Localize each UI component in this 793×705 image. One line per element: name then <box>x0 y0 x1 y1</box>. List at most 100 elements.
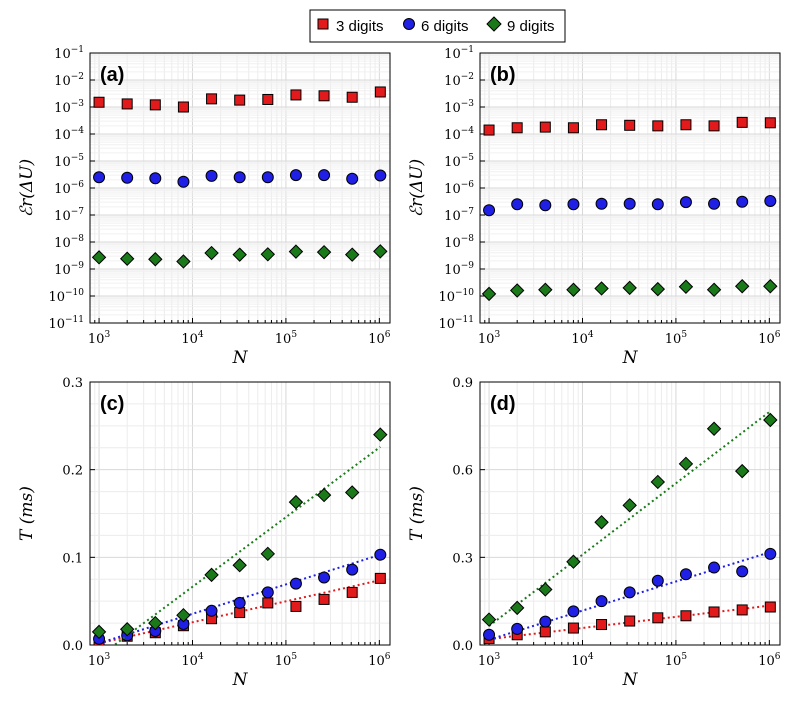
point-6-digits <box>93 171 106 184</box>
legend-marker-square-icon <box>317 18 329 30</box>
point-6-digits <box>595 595 608 608</box>
y-tick-label: 10−9 <box>54 261 84 278</box>
point-3-digits <box>177 101 189 113</box>
point-9-digits <box>91 624 107 640</box>
point-9-digits <box>650 474 666 490</box>
point-6-digits <box>289 577 302 590</box>
point-6-digits <box>205 169 218 182</box>
point-9-digits <box>260 546 276 562</box>
y-tick-label: 10−1 <box>54 45 84 62</box>
y-tick-label: 0.0 <box>62 639 83 654</box>
y-tick-label: 10−6 <box>444 180 474 197</box>
y-tick-label: 0.3 <box>62 376 83 391</box>
legend-box <box>309 9 566 43</box>
point-3-digits <box>736 116 748 128</box>
point-3-digits <box>262 93 274 105</box>
point-6-digits <box>346 563 359 576</box>
grid <box>89 53 390 324</box>
y-tick-label: 10−7 <box>444 207 474 224</box>
point-9-digits <box>316 487 332 503</box>
point-3-digits <box>596 119 608 131</box>
point-9-digits <box>594 515 609 530</box>
point-6-digits <box>567 198 580 211</box>
plot-area <box>91 86 388 269</box>
fit-line-3-digits <box>98 579 381 645</box>
point-3-digits <box>483 124 495 136</box>
point-9-digits <box>509 600 525 616</box>
point-9-digits <box>566 282 581 297</box>
point-3-digits <box>318 90 330 102</box>
point-3-digits <box>652 120 664 132</box>
point-9-digits <box>148 252 163 267</box>
x-tick-label: 105 <box>665 330 688 347</box>
point-6-digits <box>289 169 302 182</box>
y-tick-label: 10−3 <box>444 99 474 116</box>
point-3-digits <box>93 96 105 108</box>
x-axis-label: N <box>622 348 639 368</box>
point-9-digits <box>734 463 750 479</box>
point-9-digits <box>204 567 219 583</box>
point-9-digits <box>763 279 778 294</box>
y-tick-label: 10−8 <box>54 234 84 251</box>
point-6-digits <box>149 172 162 185</box>
point-3-digits <box>680 119 692 131</box>
point-6-digits <box>346 172 359 185</box>
legend-label-6-digits: 6 digits <box>421 18 469 35</box>
x-tick-label: 105 <box>275 330 298 347</box>
point-3-digits <box>206 93 218 105</box>
point-3-digits <box>234 94 246 106</box>
point-3-digits <box>708 606 720 618</box>
point-6-digits <box>177 175 190 188</box>
y-tick-label: 10−6 <box>54 180 84 197</box>
point-3-digits <box>290 89 302 101</box>
point-6-digits <box>623 197 636 210</box>
y-tick-label: 10−4 <box>54 126 84 143</box>
legend: 3 digits 6 digits 9 digits <box>309 9 566 43</box>
point-9-digits <box>91 250 107 265</box>
point-3-digits <box>708 120 720 132</box>
point-6-digits <box>483 204 496 217</box>
x-tick-label: 104 <box>181 652 204 669</box>
fit-line-9-digits <box>488 410 771 627</box>
point-9-digits <box>650 281 666 297</box>
point-3-digits <box>511 122 523 134</box>
point-6-digits <box>483 628 496 641</box>
y-tick-label: 10−11 <box>438 315 474 332</box>
point-9-digits <box>594 281 609 296</box>
point-3-digits <box>346 586 358 598</box>
point-6-digits <box>233 596 246 609</box>
panel-d: 103 104 105 106 0.0 0.3 0.6 0.9 N T (ms) (d) <box>407 376 781 690</box>
point-9-digits <box>232 247 247 262</box>
point-6-digits <box>708 197 721 210</box>
point-9-digits <box>344 247 360 262</box>
point-3-digits <box>539 626 551 638</box>
x-axis-label: N <box>622 670 639 690</box>
y-tick-label: 10−3 <box>54 99 84 116</box>
y-tick-label: 0.0 <box>452 639 473 654</box>
y-tick-label: 0.2 <box>62 464 83 479</box>
x-tick-label: 104 <box>571 330 594 347</box>
panel-c: 103 104 105 106 0.0 0.1 0.2 0.3 N T (ms) (c) <box>17 376 391 690</box>
y-tick-label: 0.3 <box>452 551 473 566</box>
point-6-digits <box>623 586 636 599</box>
point-6-digits <box>511 622 524 635</box>
point-6-digits <box>261 171 274 184</box>
point-9-digits <box>481 286 497 302</box>
y-tick-label: 10−2 <box>444 72 474 89</box>
point-3-digits <box>596 619 608 631</box>
point-6-digits <box>318 169 331 182</box>
y-tick-label: 10−5 <box>54 153 84 170</box>
point-9-digits <box>706 282 722 297</box>
y-tick-label: 0.9 <box>452 376 473 391</box>
fit-line-9-digits <box>112 446 381 645</box>
point-3-digits <box>318 593 330 605</box>
panel-label: (a) <box>100 64 124 86</box>
point-6-digits <box>651 574 664 587</box>
panel-label: (c) <box>100 393 124 415</box>
panel-a: 103 104 105 106 10−11 10−10 10−9 10−8 10−7 10−6 10… <box>17 45 391 368</box>
x-tick-label: 105 <box>275 652 298 669</box>
point-6-digits <box>708 561 721 574</box>
y-tick-label: 10−9 <box>444 261 474 278</box>
y-tick-label: 0.6 <box>452 464 473 479</box>
